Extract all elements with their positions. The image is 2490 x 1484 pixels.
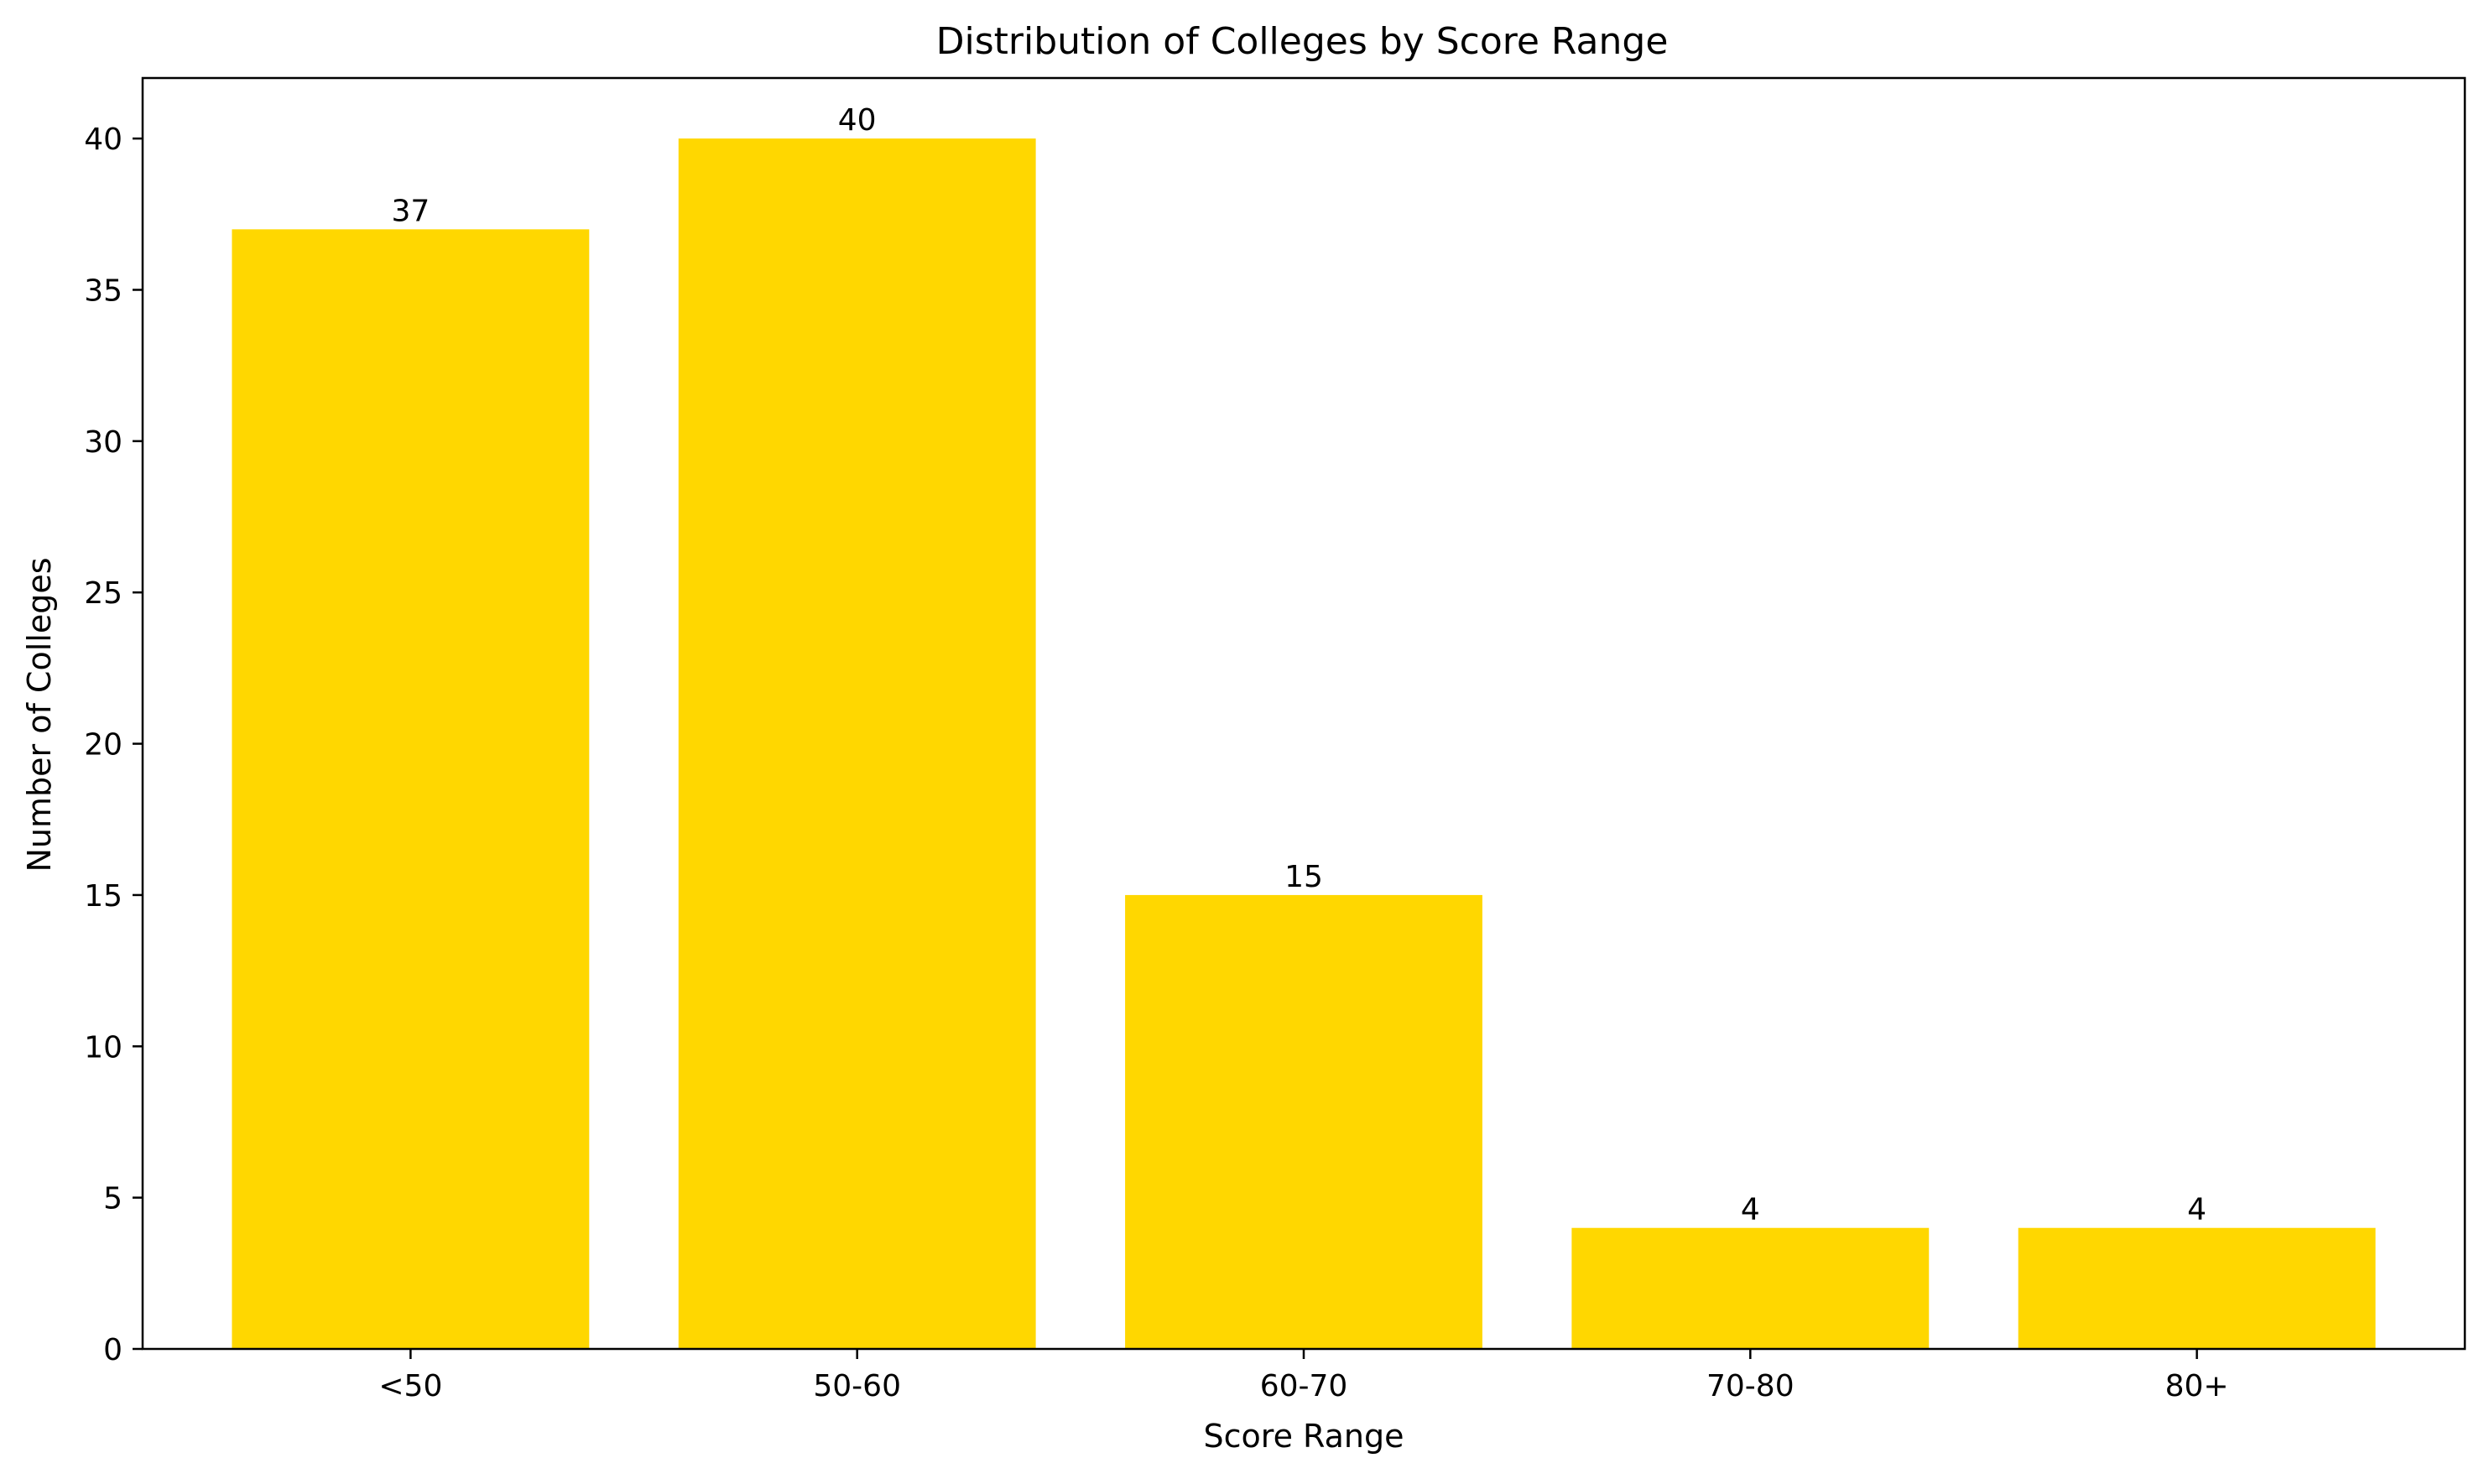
y-tick-label: 10	[84, 1030, 122, 1065]
bar-value-label: 15	[1284, 860, 1323, 894]
x-axis-label: Score Range	[1204, 1418, 1404, 1455]
y-tick-label: 30	[84, 425, 122, 460]
bar-value-label: 4	[2187, 1193, 2206, 1227]
x-axis-ticks: <50 50-60 60-70 70-80 80+	[378, 1349, 2229, 1403]
bar-value-label: 4	[1741, 1193, 1760, 1227]
chart-title: Distribution of Colleges by Score Range	[936, 20, 1669, 63]
data-labels-group: 37 40 15 4 4	[391, 103, 2206, 1227]
bar-3	[1571, 1227, 1930, 1349]
x-tick-label: 70-80	[1706, 1369, 1795, 1403]
y-tick-label: 25	[84, 576, 122, 611]
y-tick-label: 35	[84, 274, 122, 309]
y-axis-ticks: 0 5 10 15 20 25 30 35 40	[84, 122, 143, 1367]
x-tick-label: 50-60	[813, 1369, 901, 1403]
y-tick-label: 40	[84, 122, 122, 157]
y-axis-label: Number of Colleges	[21, 557, 58, 872]
bar-2	[1125, 894, 1482, 1349]
bar-1	[678, 138, 1036, 1350]
y-tick-label: 5	[103, 1182, 122, 1216]
bar-4	[2018, 1227, 2376, 1349]
y-tick-label: 0	[103, 1333, 122, 1367]
bars-group	[232, 138, 2376, 1350]
bar-value-label: 40	[838, 103, 877, 138]
y-tick-label: 20	[84, 728, 122, 763]
bar-0	[232, 229, 590, 1349]
x-tick-label: 80+	[2165, 1369, 2229, 1403]
x-tick-label: 60-70	[1260, 1369, 1348, 1403]
bar-value-label: 37	[391, 194, 430, 228]
x-tick-label: <50	[378, 1369, 442, 1403]
y-tick-label: 15	[84, 879, 122, 914]
